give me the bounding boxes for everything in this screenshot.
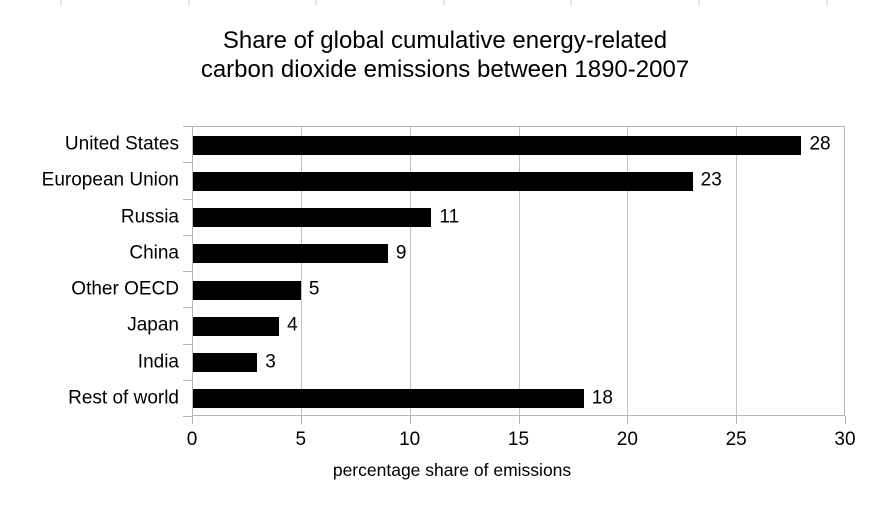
category-label-other-oecd: Other OECD — [71, 278, 179, 300]
bar-japan — [193, 316, 280, 336]
x-axis-title: percentage share of emissions — [332, 460, 572, 480]
bar-value-label-india: 3 — [265, 351, 276, 373]
x-tick-label: 5 — [295, 429, 307, 450]
y-axis-tick — [183, 234, 192, 236]
category-label-china: China — [129, 242, 179, 264]
top-edge-tick — [187, 0, 190, 5]
bar-india — [193, 353, 258, 373]
y-axis-tick — [183, 198, 192, 200]
chart-title-line-1: Share of global cumulative energy-relate… — [222, 27, 668, 54]
gridline — [736, 127, 738, 415]
gridline — [409, 127, 411, 415]
chart-title-line-2: carbon dioxide emissions between 1890-20… — [200, 56, 690, 83]
top-edge-tick — [570, 0, 573, 5]
x-axis-tick — [409, 416, 411, 424]
bar-value-label-united-states: 28 — [809, 133, 831, 155]
y-axis-tick — [183, 162, 192, 164]
x-axis-tick — [627, 416, 629, 424]
x-axis-tick — [192, 416, 193, 424]
x-axis-tick — [518, 416, 520, 424]
x-tick-label: 25 — [725, 429, 747, 450]
y-axis-tick — [183, 416, 192, 417]
x-axis-tick — [300, 416, 302, 424]
category-label-japan: Japan — [127, 314, 179, 336]
category-label-european-union: European Union — [41, 169, 179, 191]
y-axis-tick — [183, 271, 192, 272]
bar-russia — [193, 208, 432, 228]
top-edge-tick — [442, 0, 445, 5]
top-edge-tick — [60, 0, 62, 5]
bar-value-label-russia: 11 — [439, 206, 460, 228]
top-edge-tick — [825, 0, 828, 5]
category-label-rest-of-world: Rest of world — [68, 387, 179, 409]
chart-title: Share of global cumulative energy-relate… — [201, 26, 689, 84]
bar-china — [193, 244, 388, 264]
category-label-united-states: United States — [64, 133, 179, 155]
bar-other-oecd — [193, 280, 301, 300]
gridline — [300, 127, 302, 415]
gridline — [627, 127, 629, 415]
bar-value-label-china: 9 — [395, 242, 407, 264]
x-axis-tick — [736, 416, 738, 424]
x-tick-label: 15 — [507, 429, 530, 450]
y-axis-tick — [183, 307, 192, 309]
top-edge-tick — [315, 0, 318, 5]
y-axis-tick — [183, 343, 192, 345]
bar-value-label-japan: 4 — [287, 314, 298, 336]
x-axis-tick — [845, 416, 846, 424]
bar-united-states — [193, 135, 802, 155]
category-label-india: India — [137, 351, 179, 373]
bar-value-label-other-oecd: 5 — [308, 278, 320, 300]
category-label-russia: Russia — [120, 206, 179, 228]
bar-value-label-european-union: 23 — [700, 169, 722, 191]
bar-rest-of-world — [193, 389, 584, 409]
top-edge-tick — [698, 0, 700, 5]
plot-area — [192, 126, 845, 416]
bar-value-label-rest-of-world: 18 — [591, 387, 613, 409]
x-tick-label: 30 — [834, 429, 856, 450]
y-axis-tick — [183, 126, 192, 127]
gridline — [518, 127, 520, 415]
x-tick-label: 0 — [186, 429, 198, 450]
y-axis-tick — [183, 379, 192, 381]
x-tick-label: 20 — [616, 429, 638, 450]
x-tick-label: 10 — [399, 429, 421, 450]
bar-european-union — [193, 171, 693, 191]
